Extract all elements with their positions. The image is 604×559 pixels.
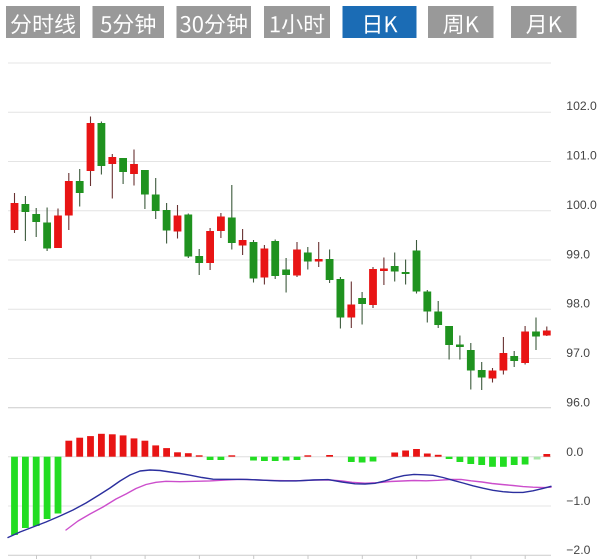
svg-text:98.0: 98.0 — [566, 297, 590, 311]
svg-text:100.0: 100.0 — [566, 198, 597, 212]
svg-text:97.0: 97.0 — [566, 346, 590, 360]
svg-text:101.0: 101.0 — [566, 149, 597, 163]
svg-text:0.0: 0.0 — [566, 445, 583, 459]
svg-text:−2.0: −2.0 — [566, 543, 590, 557]
svg-text:96.0: 96.0 — [566, 396, 590, 410]
svg-text:102.0: 102.0 — [566, 99, 597, 113]
svg-text:−1.0: −1.0 — [566, 494, 590, 508]
svg-text:99.0: 99.0 — [566, 247, 590, 261]
